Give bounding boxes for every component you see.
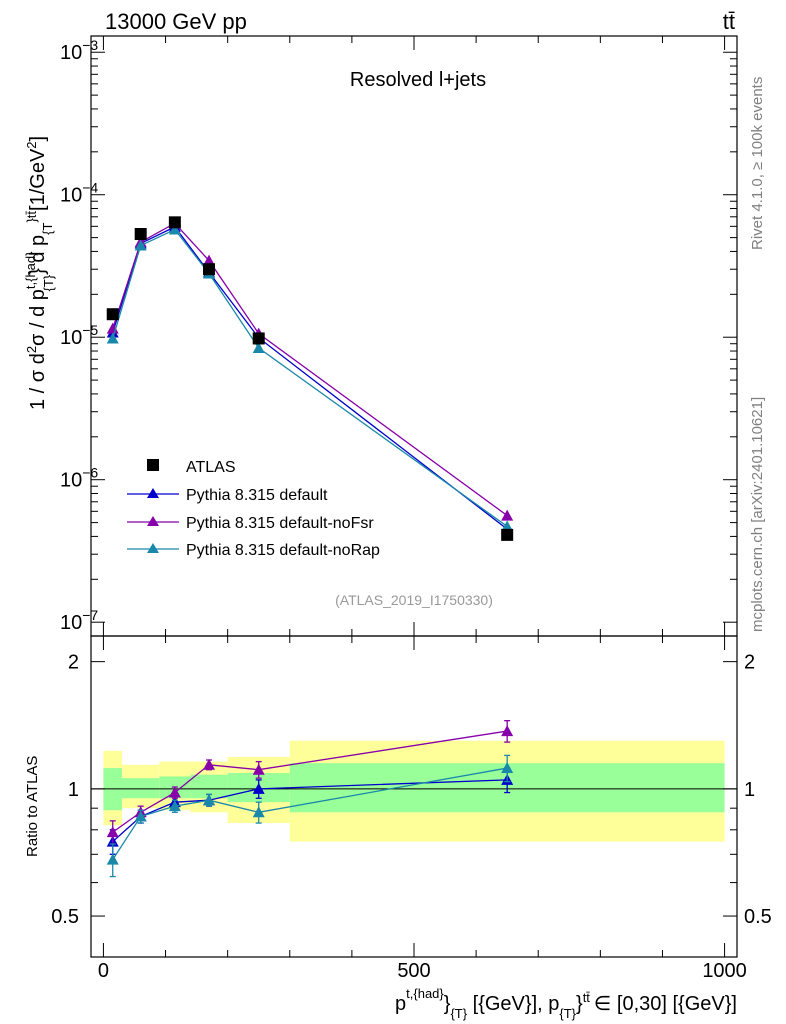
ratio-series-point <box>501 762 514 774</box>
analysis-watermark: (ATLAS_2019_I1750330) <box>335 592 493 608</box>
ratio-y-tick-label-left: 0.5 <box>51 906 79 928</box>
main-series-point <box>134 239 147 251</box>
main-series-line <box>112 222 508 517</box>
ratio-series-group <box>106 720 514 878</box>
main-series-point <box>168 223 181 235</box>
legend-label-norap: Pythia 8.315 default-noRap <box>186 542 380 559</box>
ratio-y-axis-label: Ratio to ATLAS <box>24 756 41 857</box>
ratio-x-tick-labels: 0 500 1000 <box>98 960 747 982</box>
main-series-point <box>501 509 514 521</box>
ratio-series-point <box>203 758 216 770</box>
ratio-series-point <box>252 782 265 794</box>
ratio-band-inner <box>122 778 160 799</box>
x-tick-label: 500 <box>397 960 430 982</box>
main-plot-panel: 10−3 10−4 10−5 10−6 10−7 Resolved l+jets (AT… <box>60 35 738 637</box>
main-y-tick-labels: 10−3 10−4 10−5 10−6 10−7 <box>60 37 98 634</box>
legend: ATLAS Pythia 8.315 default Pythia 8.315 … <box>127 459 380 559</box>
ratio-y-tick-label-left: 2 <box>68 652 79 674</box>
main-data-atlas <box>106 216 514 541</box>
ratio-plot-frame <box>90 635 738 958</box>
ratio-series-point <box>501 725 514 737</box>
main-y-axis-label: 1 / σ d2σ / d pt,{had} {T}} d p{T}tt̄[1/G… <box>23 136 56 410</box>
energy-label: 13000 GeV pp <box>105 9 247 34</box>
main-y-tick-label: 10−7 <box>60 607 98 634</box>
x-axis-label: pt,{had}}{T} [{GeV}], p{T}}tt̄ ∈ [0,30] [… <box>395 986 737 1021</box>
atlas-data-point <box>168 216 181 229</box>
ratio-y-tick-label-right: 1 <box>744 779 755 801</box>
atlas-data-point <box>134 228 147 241</box>
main-y-tick-label: 10−6 <box>60 465 98 492</box>
main-series-point <box>106 332 119 344</box>
legend-label-atlas: ATLAS <box>186 459 236 476</box>
x-tick-label: 0 <box>98 960 109 982</box>
ratio-y-tick-label-right: 0.5 <box>744 906 772 928</box>
main-series-point <box>106 322 119 334</box>
legend-label-nofsr: Pythia 8.315 default-noFsr <box>186 515 374 532</box>
main-series-2 <box>106 223 514 532</box>
ratio-y-tick-label-right: 2 <box>744 652 755 674</box>
main-axis-ticks <box>91 36 737 636</box>
atlas-data-point <box>252 332 265 345</box>
x-tick-label: 1000 <box>702 960 747 982</box>
main-series-line <box>112 228 508 527</box>
main-y-tick-label: 10−4 <box>60 180 98 207</box>
atlas-data-point <box>106 308 119 321</box>
ratio-y-tick-labels: 2 2 1 1 0.5 0.5 <box>51 652 772 928</box>
ratio-series-point <box>252 806 265 818</box>
atlas-data-point <box>501 528 514 541</box>
plot-title: Resolved l+jets <box>350 69 486 91</box>
ratio-y-tick-label-left: 1 <box>68 779 79 801</box>
process-label: tt̄ <box>723 9 735 34</box>
ratio-band-inner <box>190 774 228 799</box>
legend-nofsr-marker <box>147 516 159 526</box>
ratio-series-point <box>168 800 181 812</box>
legend-atlas-marker <box>147 459 159 471</box>
ratio-series-point <box>106 853 119 865</box>
main-series-1 <box>106 217 514 521</box>
ratio-series-2 <box>106 754 514 878</box>
main-series-point <box>203 254 216 266</box>
ratio-series-line <box>112 767 508 860</box>
legend-label-default: Pythia 8.315 default <box>186 487 328 504</box>
ratio-plot-panel: 2 2 1 1 0.5 0.5 0 500 1000 <box>51 635 772 982</box>
main-series-point <box>501 520 514 532</box>
main-y-tick-label: 10−3 <box>60 37 98 64</box>
main-y-tick-label: 10−5 <box>60 322 98 349</box>
atlas-data-point <box>203 263 216 276</box>
ratio-series-point <box>203 794 216 806</box>
mcplots-label: mcplots.cern.ch [arXiv:2401.10621] <box>749 397 766 632</box>
ratio-series-point <box>252 763 265 775</box>
main-series-point <box>252 342 265 354</box>
ratio-uncertainty-bands <box>103 740 725 842</box>
rivet-version-label: Rivet 4.1.0, ≥ 100k events <box>749 77 766 250</box>
main-series-group <box>106 216 514 541</box>
ratio-series-point <box>168 786 181 798</box>
legend-norap-marker <box>147 543 159 553</box>
ratio-series-point <box>106 826 119 838</box>
ratio-series-point <box>134 810 147 822</box>
legend-default-marker <box>147 488 159 498</box>
